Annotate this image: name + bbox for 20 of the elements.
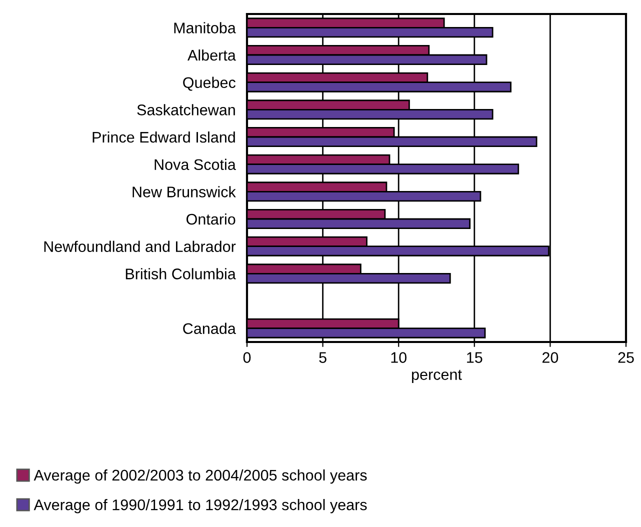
x-tick-label: 25 (618, 352, 634, 363)
y-tick-label: Alberta (188, 49, 236, 61)
legend-label: Average of 1990/1991 to 1992/1993 school years (34, 499, 367, 514)
y-tick-label: Nova Scotia (154, 158, 236, 170)
y-tick-label: Quebec (183, 76, 236, 91)
y-tick-label: Newfoundland and Labrador (44, 240, 236, 252)
x-tick-label: 5 (319, 352, 326, 363)
x-tick-label: 0 (243, 352, 251, 363)
x-tick-label: 15 (467, 352, 482, 363)
y-tick-label: British Columbia (126, 268, 236, 280)
y-tick-label: Manitoba (174, 22, 236, 34)
y-tick-label: Prince Edward Island (92, 131, 235, 143)
x-axis-title: percent (412, 370, 462, 383)
x-tick-label: 10 (391, 352, 406, 363)
y-tick-label: Saskatchewan (137, 104, 235, 116)
y-tick-label: Ontario (186, 213, 236, 225)
y-tick-label: Canada (183, 322, 236, 334)
y-tick-label: New Brunswick (132, 186, 236, 198)
x-tick-label: 20 (542, 352, 558, 363)
legend-label: Average of 2002/2003 to 2004/2005 school years (34, 469, 367, 484)
